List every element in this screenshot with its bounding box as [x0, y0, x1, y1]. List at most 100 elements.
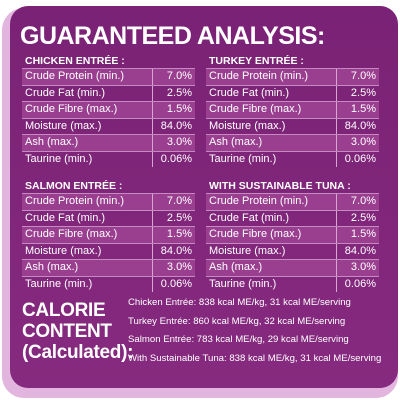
nutrient-value: 0.06% [160, 152, 192, 165]
column-divider [152, 243, 153, 259]
column-divider [152, 102, 153, 118]
table-row: Crude Fibre (max.) 1.5% [206, 226, 379, 243]
nutrient-label: Crude Fibre (max.) [209, 228, 302, 240]
table-heading: CHICKEN ENTRÉE : [25, 55, 125, 67]
table-row: Taurine (min.) 0.06% [22, 150, 195, 167]
nutrient-label: Ash (max.) [209, 136, 263, 148]
table-heading: SALMON ENTRÉE : [25, 180, 123, 192]
analysis-table: CHICKEN ENTRÉE : Crude Protein (min.) 7.0%… [22, 54, 195, 167]
nutrient-value: 1.5% [166, 103, 192, 115]
nutrient-label: Moisture (max.) [209, 244, 286, 257]
column-divider [336, 151, 337, 167]
table-row: Moisture (max.) 84.0% [206, 242, 379, 259]
calorie-line: Chicken Entrée: 838 kcal ME/kg, 31 kcal … [128, 297, 351, 308]
column-divider [152, 260, 153, 276]
nutrient-value: 1.5% [166, 228, 192, 240]
nutrient-value: 0.06% [344, 152, 376, 165]
nutrient-value: 84.0% [160, 244, 192, 257]
table-row: Crude Protein (min.) 7.0% [206, 68, 379, 85]
nutrient-label: Crude Fat (min.) [209, 86, 290, 99]
table-row: Ash (max.) 3.0% [22, 259, 195, 276]
table-row: Ash (max.) 3.0% [206, 259, 379, 276]
nutrient-label: Taurine (min.) [209, 152, 277, 165]
nutrient-value: 84.0% [160, 119, 192, 132]
table-row: Crude Protein (min.) 7.0% [22, 193, 195, 210]
column-divider [336, 85, 337, 101]
column-divider [152, 227, 153, 243]
nutrient-label: Taurine (min.) [25, 152, 93, 165]
column-divider [152, 276, 153, 292]
table-row: Crude Fibre (max.) 1.5% [206, 101, 379, 118]
analysis-table: SALMON ENTRÉE : Crude Protein (min.) 7.0% C… [22, 179, 195, 292]
table-row: Moisture (max.) 84.0% [22, 242, 195, 259]
column-divider [336, 118, 337, 134]
table-row: Crude Fat (min.) 2.5% [22, 84, 195, 101]
table-heading: WITH SUSTAINABLE TUNA : [209, 180, 351, 192]
nutrient-label: Crude Protein (min.) [209, 195, 309, 207]
column-divider [336, 227, 337, 243]
column-divider [336, 276, 337, 292]
column-divider [152, 69, 153, 85]
nutrient-label: Crude Fibre (max.) [25, 103, 118, 115]
nutrient-value: 7.0% [350, 195, 376, 207]
column-divider [336, 243, 337, 259]
nutrient-label: Ash (max.) [25, 261, 79, 273]
calorie-line: Salmon Entrée: 783 kcal ME/kg, 29 kcal M… [128, 334, 349, 345]
table-row: Crude Fibre (max.) 1.5% [22, 101, 195, 118]
column-divider [336, 194, 337, 210]
nutrient-value: 2.5% [350, 86, 376, 99]
nutrient-value: 84.0% [344, 244, 376, 257]
nutrient-value: 2.5% [166, 211, 192, 224]
table-row: Crude Fibre (max.) 1.5% [22, 226, 195, 243]
table-row: Taurine (min.) 0.06% [22, 275, 195, 292]
table-row: Crude Protein (min.) 7.0% [22, 68, 195, 85]
nutrient-value: 84.0% [344, 119, 376, 132]
nutrient-label: Ash (max.) [209, 261, 263, 273]
nutrient-label: Crude Fat (min.) [25, 211, 106, 224]
table-row: Moisture (max.) 84.0% [206, 117, 379, 134]
nutrient-value: 0.06% [160, 277, 192, 290]
column-divider [336, 260, 337, 276]
calorie-heading: CALORIE [22, 300, 106, 321]
nutrient-value: 3.0% [166, 136, 192, 148]
calorie-heading: (Calculated): [22, 342, 134, 363]
table-row: Taurine (min.) 0.06% [206, 150, 379, 167]
nutrient-value: 3.0% [350, 136, 376, 148]
nutrient-value: 7.0% [166, 70, 192, 82]
column-divider [152, 194, 153, 210]
analysis-table: TURKEY ENTRÉE : Crude Protein (min.) 7.0% C… [206, 54, 379, 167]
column-divider [336, 135, 337, 151]
nutrient-label: Crude Fibre (max.) [25, 228, 118, 240]
nutrient-label: Taurine (min.) [209, 277, 277, 290]
table-row: Ash (max.) 3.0% [22, 134, 195, 151]
table-row: Crude Fat (min.) 2.5% [206, 84, 379, 101]
nutrient-label: Crude Fat (min.) [209, 211, 290, 224]
column-divider [152, 118, 153, 134]
nutrient-label: Moisture (max.) [25, 244, 102, 257]
analysis-table: WITH SUSTAINABLE TUNA : Crude Protein (mi… [206, 179, 379, 292]
table-heading: TURKEY ENTRÉE : [209, 55, 304, 67]
calorie-line: Turkey Entrée: 860 kcal ME/kg, 32 kcal M… [128, 315, 346, 327]
nutrient-value: 3.0% [166, 261, 192, 273]
table-row: Crude Fat (min.) 2.5% [22, 209, 195, 226]
column-divider [152, 135, 153, 151]
nutrient-value: 7.0% [350, 70, 376, 82]
table-row: Crude Protein (min.) 7.0% [206, 193, 379, 210]
calorie-line: With Sustainable Tuna: 838 kcal ME/kg, 3… [128, 352, 382, 364]
nutrient-value: 0.06% [344, 277, 376, 290]
column-divider [152, 151, 153, 167]
column-divider [336, 69, 337, 85]
nutrient-label: Crude Fibre (max.) [209, 103, 302, 115]
table-row: Ash (max.) 3.0% [206, 134, 379, 151]
column-divider [152, 85, 153, 101]
nutrient-label: Crude Protein (min.) [25, 195, 125, 207]
nutrient-label: Crude Fat (min.) [25, 86, 106, 99]
nutrient-value: 1.5% [350, 103, 376, 115]
column-divider [152, 210, 153, 226]
nutrient-label: Taurine (min.) [25, 277, 93, 290]
nutrient-label: Moisture (max.) [209, 119, 286, 132]
nutrient-value: 3.0% [350, 261, 376, 273]
nutrient-label: Crude Protein (min.) [25, 70, 125, 82]
calorie-heading: CONTENT [22, 321, 112, 342]
